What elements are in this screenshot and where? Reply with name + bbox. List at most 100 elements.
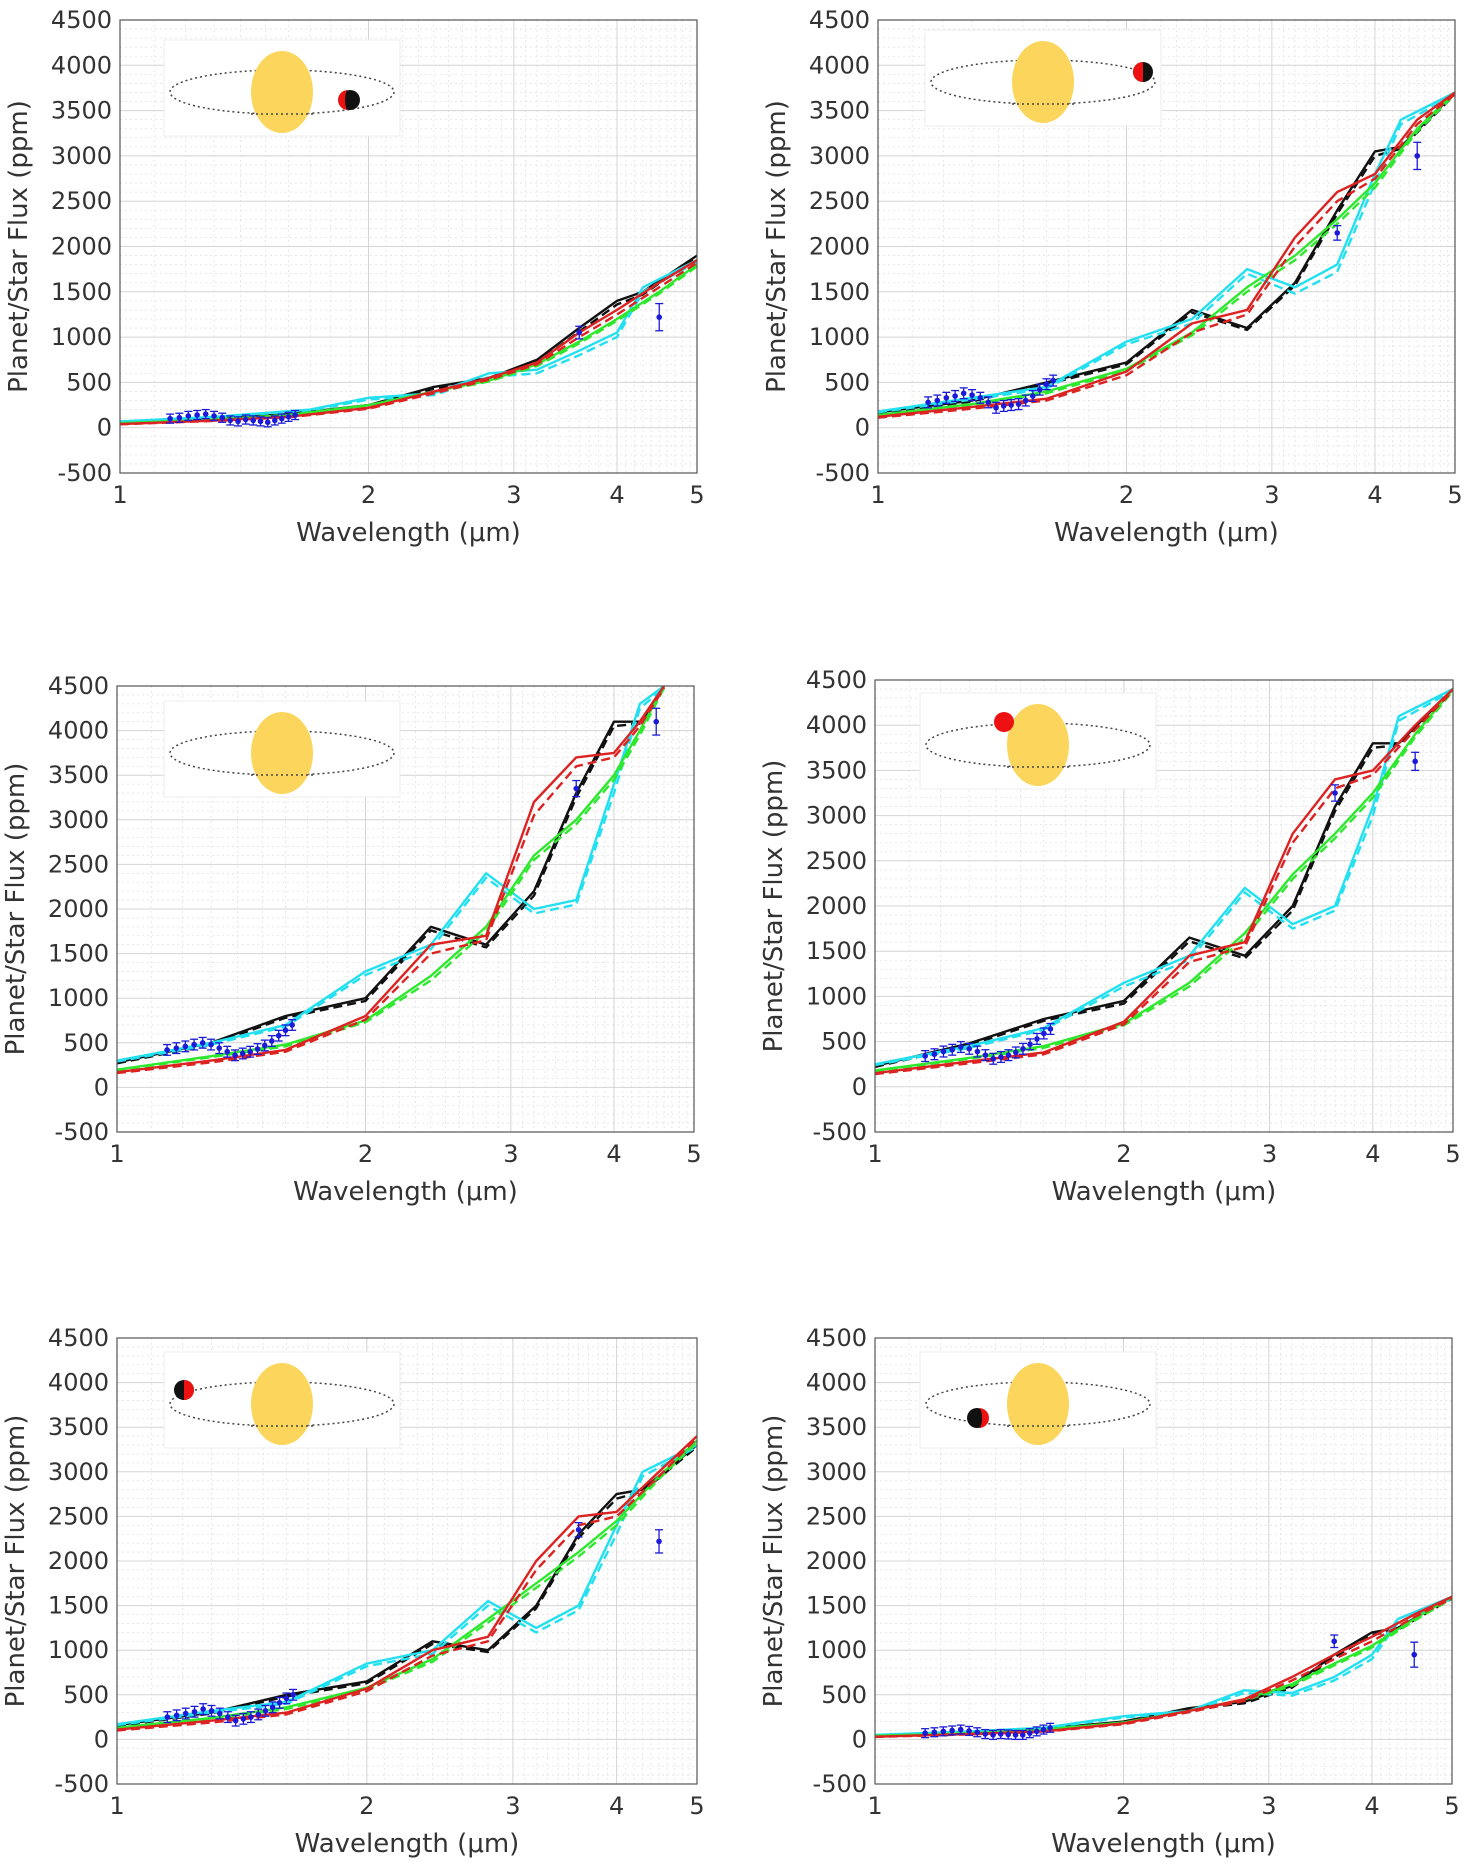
data-point — [267, 1035, 276, 1048]
data-point — [921, 1728, 930, 1739]
data-point — [930, 1727, 939, 1738]
data-point — [1046, 1722, 1055, 1733]
y-tick-label: 1000 — [48, 1636, 109, 1664]
y-tick-label: 0 — [97, 414, 112, 442]
data-point — [989, 1729, 998, 1741]
data-point — [996, 1050, 1005, 1064]
observations — [166, 302, 664, 428]
data-point — [249, 415, 258, 426]
y-tick-label: 3500 — [51, 97, 112, 125]
x-tick-label: 5 — [1444, 1792, 1459, 1820]
x-tick-labels: 1 2 3 4 5 — [109, 1792, 704, 1820]
y-tick-label: 2000 — [48, 1547, 109, 1575]
model-line-green-solid — [117, 686, 666, 1071]
axes-frame — [116, 685, 695, 1133]
data-point — [939, 1726, 948, 1737]
x-tick-label: 2 — [358, 1140, 373, 1168]
data-point — [190, 1705, 199, 1718]
model-line-red-solid — [117, 686, 666, 1074]
y-tick-label: 3000 — [51, 142, 112, 170]
y-tick-label: 0 — [94, 1725, 109, 1753]
data-point — [942, 391, 951, 404]
data-point — [215, 1707, 224, 1720]
model-line-green-solid — [878, 91, 1455, 417]
data-point — [655, 1529, 664, 1554]
data-point — [175, 412, 184, 423]
observations — [163, 707, 661, 1062]
x-tick-label: 4 — [1367, 481, 1382, 509]
model-line-red-solid — [875, 688, 1453, 1075]
y-tick-label: 500 — [66, 368, 112, 396]
y-tick-label: 1500 — [809, 278, 870, 306]
model-line-red-solid — [878, 91, 1455, 418]
y-tick-label: 2500 — [806, 1502, 867, 1530]
axes-frame — [116, 1337, 698, 1785]
data-point — [1049, 374, 1058, 387]
data-point — [207, 1704, 216, 1717]
data-point — [973, 1045, 982, 1058]
data-point — [965, 1042, 974, 1055]
x-tick-labels: 1 2 3 4 5 — [867, 1140, 1460, 1168]
y-tick-label: 1500 — [48, 1592, 109, 1620]
data-point — [984, 396, 993, 409]
data-point — [956, 1724, 965, 1735]
axes-frame — [874, 1337, 1453, 1785]
model-line-green-solid — [120, 263, 697, 425]
data-point — [1004, 1049, 1013, 1062]
y-tick-labels: -500 0 500 1000 1500 2000 2500 3000 3500 4000 4500 — [48, 672, 109, 1146]
data-point — [231, 1049, 240, 1062]
data-point — [1413, 141, 1422, 171]
star-icon — [1012, 41, 1074, 123]
panel-4: 1 2 3 4 5 -500 0 500 1000 1500 2000 2500 3000 3500 400… — [759, 666, 1461, 1207]
y-tick-label: 3000 — [809, 142, 870, 170]
x-tick-label: 5 — [689, 1792, 704, 1820]
data-point — [246, 1045, 255, 1058]
x-tick-label: 4 — [609, 481, 624, 509]
x-tick-label: 5 — [689, 481, 704, 509]
y-tick-label: 1500 — [806, 1592, 867, 1620]
data-point — [1011, 1729, 1020, 1741]
y-tick-label: 4000 — [806, 1369, 867, 1397]
y-tick-label: 4500 — [48, 1324, 109, 1352]
y-tick-label: 2500 — [806, 847, 867, 875]
x-tick-labels: 1 2 3 4 5 — [867, 1792, 1459, 1820]
y-tick-label: 2500 — [48, 1502, 109, 1530]
data-point — [989, 1052, 998, 1065]
data-point — [284, 411, 293, 423]
data-point — [181, 1040, 190, 1053]
data-point — [270, 415, 279, 426]
model-line-red-dashed — [117, 687, 666, 1075]
x-tick-label: 4 — [606, 1140, 621, 1168]
model-line-green-dashed — [878, 93, 1455, 417]
data-point — [921, 1049, 930, 1063]
orbit-inset — [919, 692, 1157, 790]
planet-icon — [338, 90, 360, 110]
model-line-black-solid — [878, 91, 1455, 414]
orbit-inset — [919, 1351, 1157, 1449]
data-point — [277, 413, 286, 424]
model-line-red-dashed — [878, 93, 1455, 419]
data-point — [992, 401, 1001, 414]
x-tick-label: 5 — [1445, 1140, 1460, 1168]
observations — [163, 1521, 664, 1727]
model-line-green-dashed — [117, 687, 666, 1072]
data-point — [210, 410, 219, 422]
y-tick-label: 1500 — [51, 278, 112, 306]
y-axis-label: Planet/Star Flux (ppm) — [1, 1415, 31, 1708]
y-tick-label: 1000 — [809, 323, 870, 351]
data-point — [289, 1688, 298, 1701]
y-axis-label: Planet/Star Flux (ppm) — [4, 100, 34, 393]
data-point — [166, 413, 175, 424]
data-point — [260, 1039, 269, 1052]
data-point — [1011, 1046, 1020, 1059]
data-point — [1025, 1728, 1034, 1739]
x-tick-labels: 1 2 3 4 5 — [870, 481, 1462, 509]
y-tick-label: 3000 — [48, 1458, 109, 1486]
data-point — [951, 389, 960, 403]
y-tick-label: 4000 — [48, 717, 109, 745]
data-point — [1411, 751, 1420, 772]
data-point — [968, 388, 977, 402]
panel-6: 1 2 3 4 5 -500 0 500 1000 1500 2000 2500 3000 3500 400… — [759, 1324, 1460, 1859]
data-point — [1331, 784, 1340, 802]
y-tick-label: 3500 — [809, 97, 870, 125]
